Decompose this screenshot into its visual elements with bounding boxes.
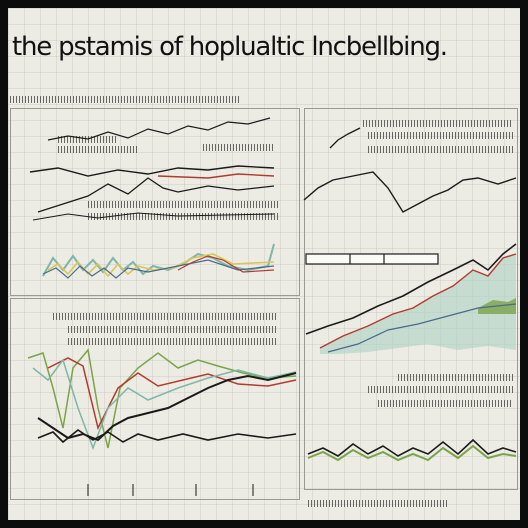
wave-band-4 (177, 255, 275, 273)
scribble-8 (68, 338, 278, 345)
trace-line-4 (32, 212, 275, 221)
figure-drawing (27, 117, 517, 496)
figure-title: the pstamis of hoplualtic lncbellbing. (12, 32, 448, 62)
lower-baseline-trace (37, 429, 297, 444)
lower-trace-teal (32, 358, 297, 451)
image-frame: the pstamis of hoplualtic lncbellbing. (8, 8, 520, 520)
lower-trace-black (37, 372, 297, 442)
scribble-2 (58, 146, 138, 153)
scribble-9 (363, 120, 513, 127)
lower-trace-red (47, 357, 297, 431)
scribble-7 (68, 326, 278, 333)
scribble-15 (308, 500, 448, 507)
scribble-5 (88, 213, 278, 220)
right-area-line-3 (327, 303, 517, 353)
right-area-line-1 (305, 243, 517, 335)
lower-trace-green (27, 348, 297, 449)
right-baseline-green (307, 444, 517, 462)
right-area-fill (320, 254, 516, 354)
scribble-13 (368, 386, 513, 393)
right-area-line-2 (319, 253, 517, 349)
scribble-3 (203, 144, 273, 151)
header-scribble (10, 96, 240, 103)
left-upper-panel (10, 108, 300, 296)
right-legend-bar-dividers (349, 254, 385, 264)
right-legend-bar (305, 253, 439, 265)
trace-line-red (157, 173, 275, 179)
scribble-11 (368, 146, 513, 153)
right-panel (304, 108, 518, 490)
scribble-12 (398, 374, 513, 381)
wave-band-1 (42, 243, 275, 277)
right-trace-1 (329, 127, 361, 149)
scribble-4 (88, 201, 278, 208)
trace-line-2 (29, 165, 275, 177)
scribble-10 (368, 132, 513, 139)
scribble-14 (378, 400, 513, 407)
left-lower-panel (10, 298, 300, 500)
wave-band-3 (42, 259, 275, 279)
right-baseline-band (307, 438, 517, 457)
right-trace-2 (303, 171, 517, 213)
scribble-6 (53, 313, 278, 320)
wave-band-2 (47, 253, 275, 278)
trace-line-3 (37, 177, 275, 213)
trace-line-1 (47, 117, 271, 141)
lower-tick-marks (87, 484, 254, 496)
